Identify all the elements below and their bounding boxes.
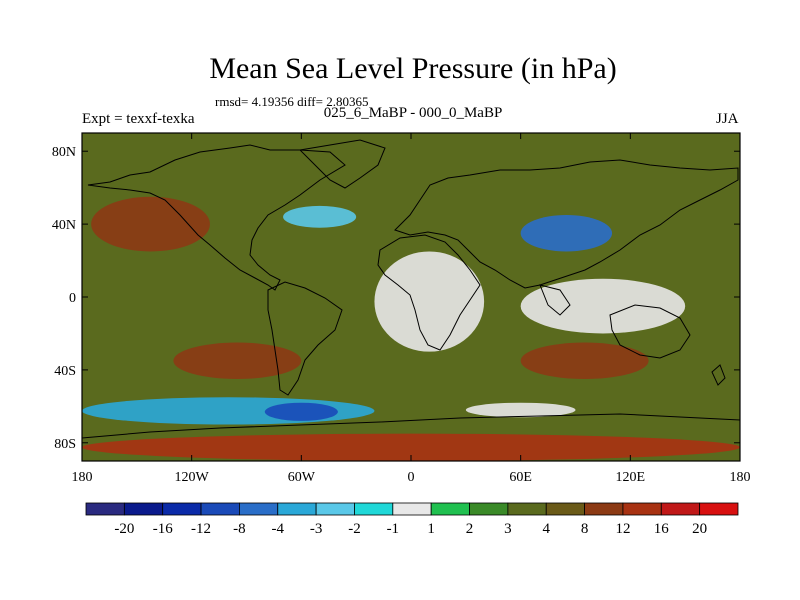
rmsd-label: rmsd= 4.19356 diff= 2.80365	[215, 94, 369, 109]
colorbar-label: -12	[191, 521, 211, 537]
colorbar-label: 1	[427, 521, 435, 537]
y-tick-label: 0	[69, 291, 76, 306]
lon-axis: 180 120W 60W 0 60E 120E 180	[72, 133, 751, 485]
colorbar-label: 2	[466, 521, 474, 537]
coast-south-america	[267, 281, 343, 396]
y-tick-label: 40N	[52, 218, 76, 233]
colorbar-swatch	[239, 502, 279, 516]
colorbar-swatch	[123, 502, 164, 516]
field-south-indian-high	[520, 342, 649, 379]
coast-newzealand	[711, 364, 726, 386]
coast-greenland	[298, 139, 386, 189]
colorbar-label: -3	[310, 521, 323, 537]
colorbar-swatch	[622, 502, 662, 516]
colorbar-label: -1	[387, 521, 400, 537]
colorbar-swatch	[584, 502, 624, 516]
coast-north-america	[87, 144, 346, 291]
season-label: JJA	[716, 111, 739, 127]
colorbar-swatch	[277, 502, 317, 516]
colorbar-label: 4	[542, 521, 550, 537]
colorbar-label: 20	[692, 521, 707, 537]
y-tick-label: 80S	[54, 437, 76, 452]
x-tick-label: 180	[72, 470, 93, 485]
colorbar-label: 16	[654, 521, 670, 537]
colorbar-label: -2	[348, 521, 361, 537]
experiment-label: Expt = texxf-texka	[82, 111, 195, 127]
y-tick-label: 40S	[54, 364, 76, 379]
lat-axis: 80N 40N 0 40S 80S	[52, 145, 740, 452]
colorbar-label: 12	[615, 521, 630, 537]
coast-india	[539, 284, 571, 316]
field-indian-neutral	[520, 278, 686, 334]
colorbar-label: 8	[581, 521, 589, 537]
coast-eurasia	[394, 159, 739, 289]
coast-africa	[377, 234, 481, 351]
colorbar-swatch	[699, 502, 739, 516]
colorbar-swatch	[469, 502, 509, 516]
colorbar-swatch	[545, 502, 585, 516]
colorbar: -20 -16 -12 -8 -4 -3 -2 -1 1 2 3 4 8 12 16 20	[85, 502, 739, 537]
coast-australia	[609, 304, 691, 359]
colorbar-label: -8	[233, 521, 246, 537]
field-south-ocean-low-east	[465, 402, 576, 418]
colorbar-label: -16	[153, 521, 173, 537]
colorbar-swatch	[200, 502, 240, 516]
x-tick-label: 60W	[288, 470, 316, 485]
field-asia-low	[520, 215, 613, 252]
colorbar-label: -20	[114, 521, 134, 537]
x-tick-label: 0	[408, 470, 415, 485]
x-tick-label: 60E	[509, 470, 532, 485]
field-north-pacific-high	[91, 196, 210, 252]
x-tick-label: 120E	[616, 470, 646, 485]
x-tick-label: 120W	[175, 470, 210, 485]
colorbar-label: -4	[272, 521, 285, 537]
coast-antarctica	[81, 413, 741, 439]
colorbar-swatch	[354, 502, 394, 516]
colorbar-swatch	[392, 502, 432, 516]
colorbar-swatch	[430, 502, 470, 516]
field-north-atlantic-low	[283, 205, 357, 228]
field-africa-neutral	[374, 251, 485, 352]
colorbar-swatch	[85, 502, 125, 516]
field-south-ocean-low-core	[264, 402, 338, 421]
colorbar-swatch	[660, 502, 701, 516]
field-band-antarctic-high	[82, 433, 740, 462]
colorbar-label: 3	[504, 521, 512, 537]
x-tick-label: 180	[730, 470, 751, 485]
difference-label: 025_6_MaBP - 000_0_MaBP	[323, 105, 503, 121]
map-title: Mean Sea Level Pressure (in hPa)	[209, 52, 617, 85]
colorbar-swatch	[507, 502, 547, 516]
field-south-pacific-high	[173, 342, 302, 379]
colorbar-swatch	[315, 502, 355, 516]
colorbar-swatch	[162, 502, 202, 516]
y-tick-label: 80N	[52, 145, 76, 160]
coastline-layer	[81, 139, 741, 439]
